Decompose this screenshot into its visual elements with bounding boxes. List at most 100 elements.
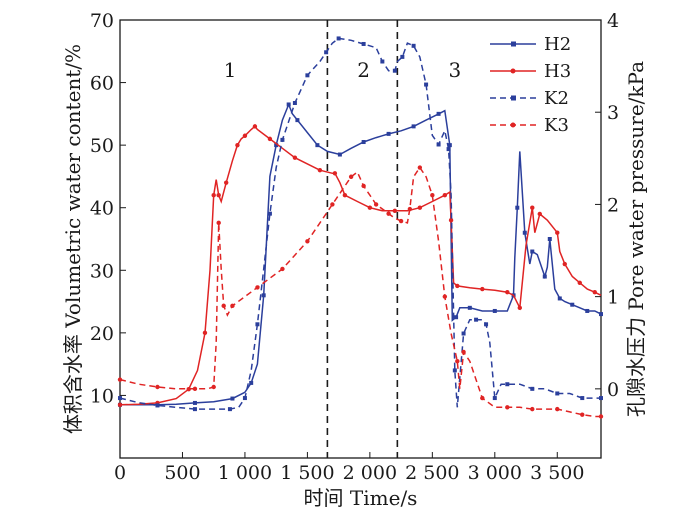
y-right-tick-label: 3	[607, 102, 619, 124]
y-left-tick-label: 60	[90, 73, 114, 95]
series-point-K3	[373, 202, 379, 207]
series-point-H3	[448, 218, 454, 223]
series-H3	[117, 124, 602, 408]
series-point-K2	[292, 100, 297, 105]
legend-label: H3	[544, 61, 571, 82]
series-point-K2	[580, 396, 585, 401]
series-point-K2	[555, 391, 560, 396]
series-point-H2	[315, 143, 320, 148]
series-K2	[118, 36, 603, 412]
series-point-K3	[361, 183, 366, 189]
series-point-K2	[436, 142, 441, 147]
series-point-H2	[522, 230, 527, 235]
series-point-H2	[454, 315, 459, 320]
series-point-K3	[555, 406, 560, 412]
y-axis-left-label: 体积含水率 Volumetric water content/%	[61, 44, 85, 434]
series-point-H2	[570, 302, 575, 307]
series-point-H3	[342, 193, 348, 198]
x-tick-label: 1 500	[280, 462, 334, 484]
series-point-K2	[380, 59, 385, 64]
series-point-H3	[242, 133, 248, 138]
legend-marker	[510, 122, 516, 128]
series-point-H3	[117, 402, 123, 408]
series-point-K3	[348, 174, 354, 179]
y-left-tick-label: 10	[90, 385, 114, 407]
x-tick-label: 500	[164, 462, 200, 484]
series-point-K2	[484, 322, 489, 327]
x-tick-label: 3 000	[468, 462, 522, 484]
series-point-K3	[505, 405, 510, 410]
series-point-K2	[492, 396, 497, 401]
series-point-K3	[598, 414, 604, 419]
series-point-K3	[117, 377, 123, 382]
series-point-H3	[267, 136, 273, 142]
series-point-H2	[467, 305, 472, 310]
series-point-K3	[386, 211, 391, 216]
series-point-H3	[202, 330, 208, 336]
series-point-H2	[261, 293, 266, 298]
series-point-H3	[442, 193, 448, 198]
series-point-H3	[592, 289, 597, 295]
series-point-K2	[255, 322, 260, 327]
x-tick-label: 2 500	[405, 462, 459, 484]
series-point-K2	[474, 317, 479, 322]
legend-marker	[511, 41, 516, 47]
legend-label: H2	[544, 34, 571, 55]
series-point-H2	[447, 143, 452, 148]
series-point-H2	[547, 237, 552, 241]
series-point-K3	[461, 349, 466, 355]
legend-label: K2	[544, 88, 569, 109]
series-point-K2	[336, 36, 341, 41]
phase-label: 1	[224, 58, 237, 82]
y-left-tick-label: 70	[90, 10, 114, 32]
series-point-H2	[542, 274, 547, 279]
series-point-K2	[324, 50, 329, 55]
y-left-tick-label: 40	[90, 198, 114, 220]
series-point-H2	[585, 308, 590, 313]
y-right-tick-label: 4	[607, 10, 619, 32]
series-point-H2	[361, 140, 366, 145]
series-line-K3	[119, 166, 601, 418]
series-point-K2	[400, 54, 405, 59]
series-point-H3	[480, 286, 485, 292]
series-point-H2	[530, 249, 535, 254]
series-point-K2	[424, 82, 429, 87]
series-point-K2	[192, 407, 197, 412]
y-right-tick-label: 0	[607, 379, 619, 401]
series-point-H2	[515, 205, 520, 210]
y-left-tick-label: 30	[90, 260, 114, 282]
y-right-tick-label: 2	[607, 194, 619, 216]
phase-divider-lines: 1 2 3	[224, 20, 461, 458]
series-K3	[117, 165, 604, 419]
series-point-K3	[530, 406, 535, 412]
plot-frame	[119, 19, 602, 459]
x-tick-label: 0	[114, 462, 126, 484]
series-point-H2	[557, 296, 562, 301]
series-point-H3	[223, 180, 229, 185]
series-point-H2	[436, 111, 441, 116]
series-point-K3	[230, 303, 235, 309]
series-point-K2	[392, 68, 397, 73]
series-line-K2	[119, 37, 601, 410]
series-point-H2	[599, 312, 603, 317]
series-point-H3	[455, 283, 460, 289]
series-point-K3	[305, 239, 310, 244]
series-point-K3	[221, 303, 226, 309]
series-point-H3	[562, 261, 567, 267]
series-point-H3	[216, 193, 221, 198]
series-point-H2	[337, 152, 342, 157]
series-point-K3	[417, 165, 423, 170]
legend-entry-H3: H3	[490, 61, 571, 82]
series-point-K2	[505, 382, 510, 387]
series-point-H3	[317, 167, 323, 173]
series-point-K2	[242, 396, 247, 401]
series-point-K3	[398, 218, 404, 224]
series-point-H2	[411, 124, 416, 129]
series-point-K2	[530, 386, 535, 391]
series-point-K3	[580, 412, 585, 417]
x-axis-label: 时间 Time/s	[304, 486, 418, 510]
series-H2	[118, 102, 603, 407]
x-tick-label: 2 000	[343, 462, 397, 484]
plot-border	[119, 19, 602, 459]
series-point-H2	[295, 118, 300, 123]
